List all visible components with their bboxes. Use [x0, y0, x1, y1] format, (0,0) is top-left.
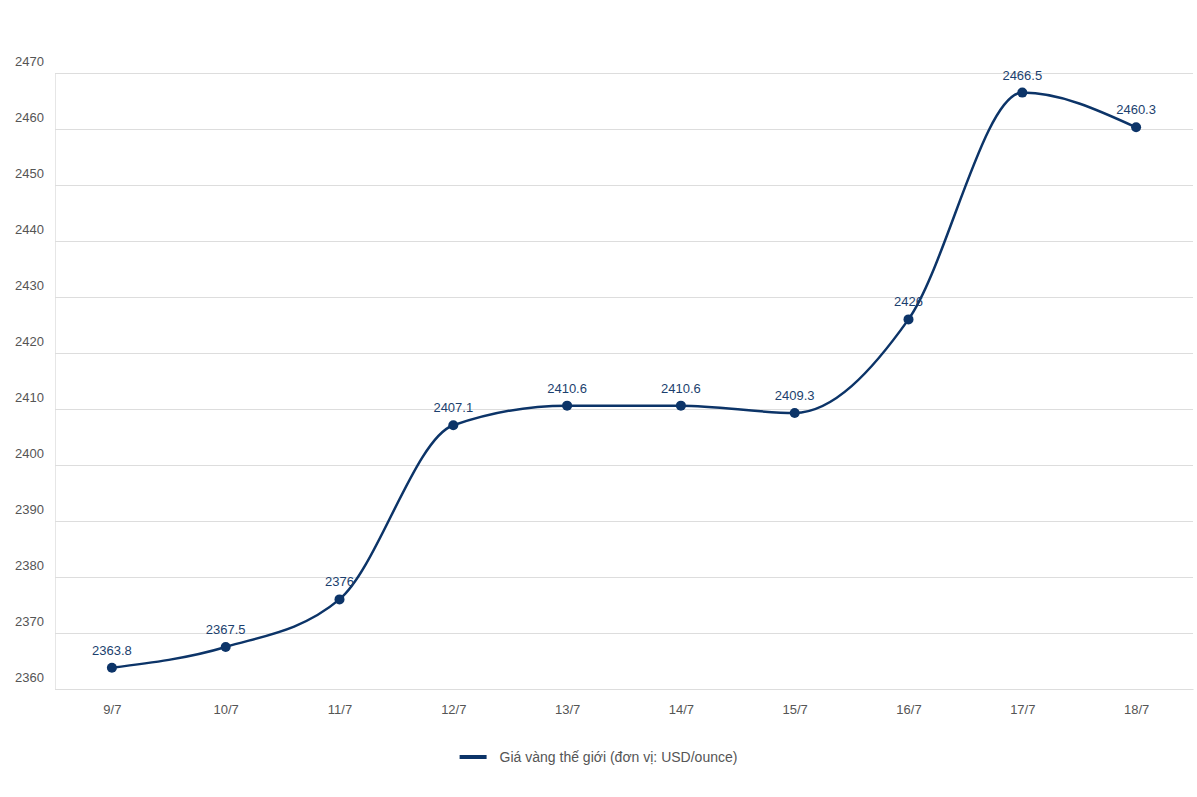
y-tick: 2450	[15, 166, 1193, 185]
marker	[1017, 88, 1027, 98]
y-tick-label: 2400	[15, 446, 44, 461]
marker	[904, 314, 914, 324]
marker	[107, 663, 117, 673]
x-tick: 10/7	[214, 689, 239, 717]
grid-line	[55, 521, 1193, 522]
y-tick: 2460	[15, 110, 1193, 129]
marker	[448, 420, 458, 430]
data-label: 2460.3	[1116, 102, 1156, 117]
x-axis: 9/7 10/7 11/7 12/7 13/7 14/7 15/7 16/7 17/7 18/7	[56, 689, 1194, 717]
y-tick-label: 2470	[15, 54, 44, 69]
chart: 2360 2370 2380 2390 2400 2410 2420 2430 2440 2450…	[0, 0, 1197, 797]
x-tick-label: 12/7	[441, 702, 466, 717]
grid-line	[55, 465, 1193, 466]
y-tick: 2360	[15, 670, 1193, 689]
x-tick: 14/7	[669, 689, 694, 717]
marker	[221, 642, 231, 652]
x-tick: 17/7	[1010, 689, 1035, 717]
y-tick: 2400	[15, 446, 1193, 465]
marker	[1131, 122, 1141, 132]
marker	[676, 401, 686, 411]
grid-line	[55, 577, 1193, 578]
legend-item: Giá vàng thế giới (đơn vị: USD/ounce)	[460, 749, 738, 765]
x-tick-label: 17/7	[1010, 702, 1035, 717]
y-tick: 2430	[15, 278, 1193, 297]
legend-swatch	[460, 755, 487, 759]
grid-line	[55, 297, 1193, 298]
y-tick-label: 2460	[15, 110, 44, 125]
x-tick: 9/7	[103, 689, 121, 717]
x-tick-label: 9/7	[103, 702, 121, 717]
grid-line	[55, 185, 1193, 186]
line	[112, 93, 1136, 668]
x-tick-label: 16/7	[896, 702, 921, 717]
y-tick-label: 2380	[15, 558, 44, 573]
x-tick: 13/7	[555, 689, 580, 717]
grid-line	[55, 353, 1193, 354]
data-label: 2466.5	[1002, 68, 1042, 83]
data-label: 2410.6	[547, 381, 587, 396]
y-tick-label: 2450	[15, 166, 44, 181]
grid-line	[55, 129, 1193, 130]
marks	[107, 88, 1141, 673]
legend-label: Giá vàng thế giới (đơn vị: USD/ounce)	[500, 749, 738, 765]
data-label: 2376	[325, 574, 354, 589]
data-label: 2410.6	[661, 381, 701, 396]
data-label: 2363.8	[92, 643, 132, 658]
x-tick: 18/7	[1124, 689, 1149, 717]
y-axis-line	[56, 74, 1194, 690]
legend: Giá vàng thế giới (đơn vị: USD/ounce)	[460, 749, 738, 765]
y-tick: 2390	[15, 502, 1193, 521]
y-tick-label: 2370	[15, 614, 44, 629]
data-label: 2407.1	[433, 400, 473, 415]
y-axis: 2360 2370 2380 2390 2400 2410 2420 2430 2440 2450…	[15, 54, 1193, 689]
x-tick: 12/7	[441, 689, 466, 717]
y-tick-label: 2410	[15, 390, 44, 405]
grid-line	[55, 241, 1193, 242]
grid-line	[55, 689, 1193, 690]
data-labels: 2363.8 2367.5 2376 2407.1 2410.6 2410.6 2409.3…	[92, 68, 1156, 658]
marker	[562, 401, 572, 411]
x-tick: 11/7	[328, 689, 352, 717]
plot: 2360 2370 2380 2390 2400 2410 2420 2430 2440 2450…	[15, 54, 1194, 717]
x-tick-label: 11/7	[328, 702, 352, 717]
data-label: 2367.5	[206, 622, 246, 637]
x-tick-label: 10/7	[214, 702, 239, 717]
y-tick-label: 2390	[15, 502, 44, 517]
y-tick: 2370	[15, 614, 1193, 633]
y-tick: 2380	[15, 558, 1193, 577]
x-tick-label: 13/7	[555, 702, 580, 717]
y-tick: 2420	[15, 334, 1193, 353]
data-label: 2409.3	[775, 388, 815, 403]
marker	[335, 594, 345, 604]
x-tick-label: 18/7	[1124, 702, 1149, 717]
x-axis-line	[56, 689, 1194, 690]
marker	[790, 408, 800, 418]
y-tick-label: 2440	[15, 222, 44, 237]
x-tick-label: 14/7	[669, 702, 694, 717]
y-tick-label: 2430	[15, 278, 44, 293]
y-tick: 2440	[15, 222, 1193, 241]
data-label: 2426	[894, 294, 923, 309]
y-tick-label: 2360	[15, 670, 44, 685]
grid-line	[55, 409, 1193, 410]
x-tick-label: 15/7	[783, 702, 808, 717]
x-tick: 15/7	[783, 689, 808, 717]
y-tick-label: 2420	[15, 334, 44, 349]
x-tick: 16/7	[896, 689, 921, 717]
